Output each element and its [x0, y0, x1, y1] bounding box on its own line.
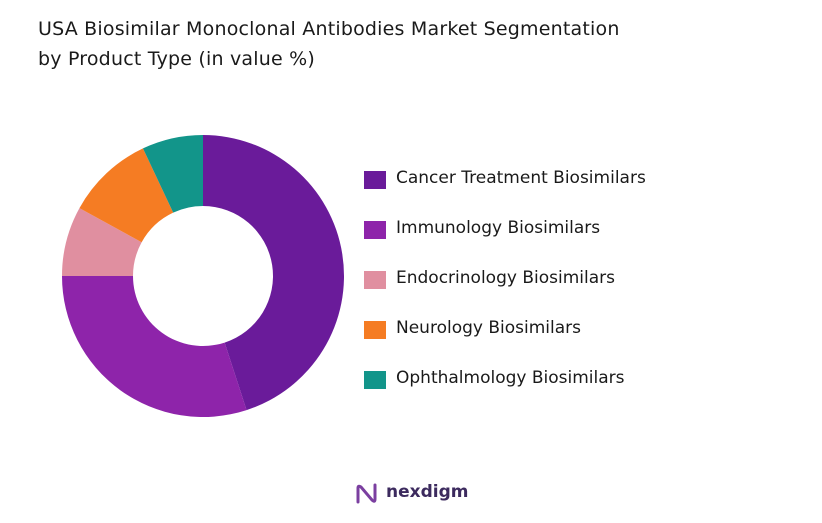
slice-cancer-treatment-biosimilars: [203, 135, 344, 411]
legend-label: Cancer Treatment Biosimilars: [396, 168, 646, 188]
legend-label: Neurology Biosimilars: [396, 318, 581, 338]
chart-title-line-2: by Product Type (in value %): [38, 48, 315, 70]
nexdigm-logo-icon: [356, 483, 377, 504]
legend-swatch: [364, 321, 386, 339]
legend-label: Immunology Biosimilars: [396, 218, 601, 238]
chart-title-line-1: USA Biosimilar Monoclonal Antibodies Mar…: [38, 18, 620, 40]
legend-label: Ophthalmology Biosimilars: [396, 368, 625, 388]
donut-slices: [62, 135, 344, 418]
slice-ophthalmology-biosimilars: [142, 135, 203, 213]
legend-swatch: [364, 171, 386, 189]
legend-swatch: [364, 371, 386, 389]
slice-immunology-biosimilars: [62, 276, 247, 418]
brand-name: nexdigm: [386, 482, 469, 502]
slice-neurology-biosimilars: [79, 148, 174, 243]
chart-title: USA Biosimilar Monoclonal Antibodies Mar…: [38, 14, 758, 74]
nexdigm-logo: nexdigm: [354, 480, 468, 508]
slice-endocrinology-biosimilars: [62, 208, 142, 276]
legend-label: Endocrinology Biosimilars: [396, 268, 615, 288]
legend-swatch: [364, 221, 386, 239]
legend-swatch: [364, 271, 386, 289]
